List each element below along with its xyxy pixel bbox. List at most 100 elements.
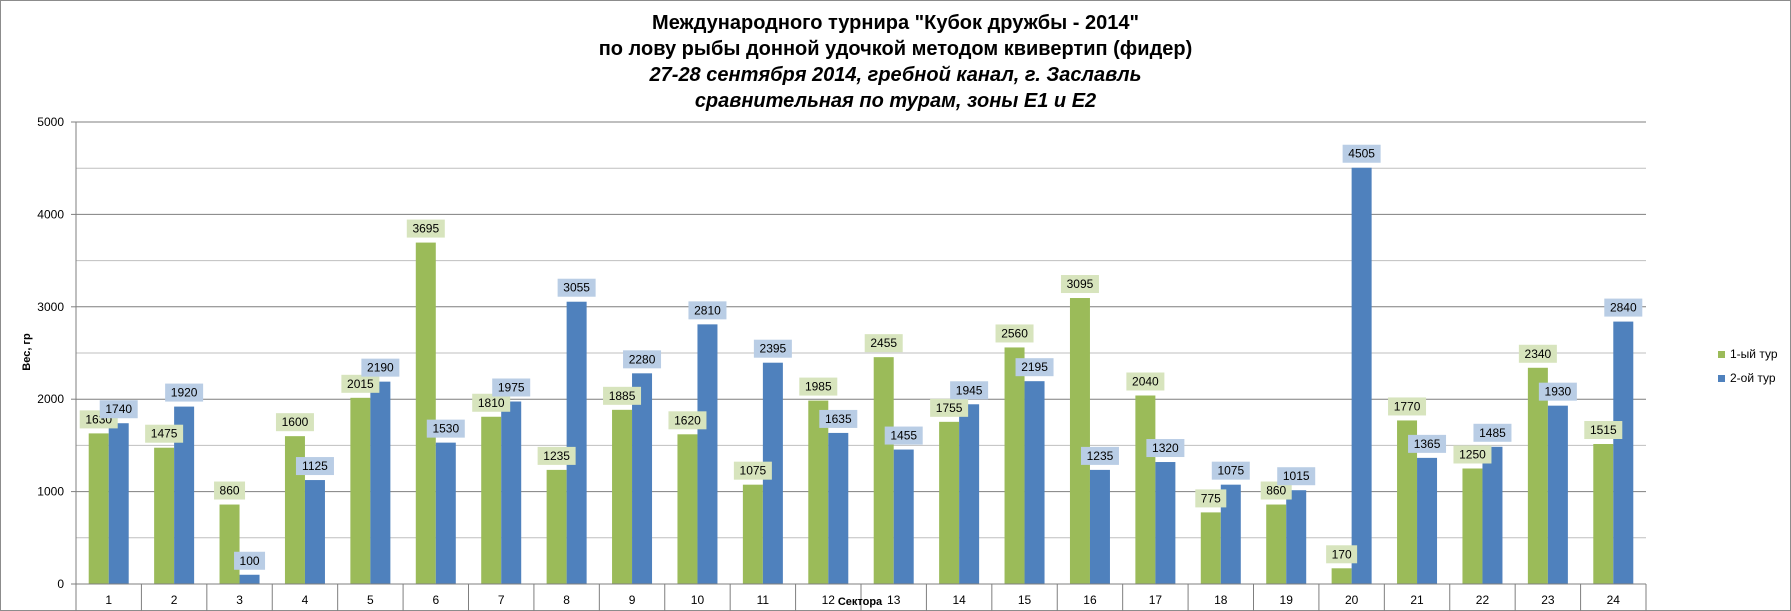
data-label-series-2: 1075 xyxy=(1217,464,1244,478)
data-label-series-1: 1515 xyxy=(1590,423,1617,437)
data-label-series-2: 1015 xyxy=(1283,469,1310,483)
data-label-bg-series-2 xyxy=(99,400,138,419)
bar-series-1 xyxy=(154,447,175,584)
data-label-bg-series-2 xyxy=(688,301,727,320)
x-tick-label: 22 xyxy=(1476,593,1490,607)
data-label-bg-series-1 xyxy=(472,393,511,412)
data-label-bg-series-2 xyxy=(623,350,662,369)
x-tick-label: 2 xyxy=(171,593,178,607)
bar-series-2 xyxy=(566,301,587,584)
data-label-series-1: 2340 xyxy=(1525,347,1552,361)
x-tick-label: 10 xyxy=(691,593,705,607)
data-label-series-2: 1485 xyxy=(1479,426,1506,440)
data-label-series-2: 2195 xyxy=(1021,360,1048,374)
x-tick-label: 12 xyxy=(822,593,836,607)
data-label-bg-series-1 xyxy=(930,398,969,417)
data-label-series-2: 1365 xyxy=(1414,437,1441,451)
x-tick-label: 6 xyxy=(432,593,439,607)
bar-series-2 xyxy=(1220,484,1241,584)
data-label-series-2: 1635 xyxy=(825,412,852,426)
data-label-series-2: 1945 xyxy=(956,383,983,397)
x-tick-label: 18 xyxy=(1214,593,1228,607)
data-label-bg-series-2 xyxy=(426,419,465,438)
bar-series-2 xyxy=(1286,490,1307,584)
data-label-series-2: 4505 xyxy=(1348,147,1375,161)
bar-series-1 xyxy=(1004,347,1025,584)
bar-series-1 xyxy=(219,504,240,584)
data-label-bg-series-2 xyxy=(1080,446,1119,465)
data-label-bg-series-2 xyxy=(234,551,266,570)
bar-series-1 xyxy=(1200,512,1221,584)
data-label-bg-series-1 xyxy=(864,334,903,353)
data-label-bg-series-1 xyxy=(275,413,314,432)
bar-series-1 xyxy=(350,397,371,584)
data-label-series-1: 1770 xyxy=(1394,399,1421,413)
data-label-bg-series-2 xyxy=(884,426,923,445)
bar-series-1 xyxy=(1135,395,1156,584)
data-label-series-2: 100 xyxy=(240,554,260,568)
data-label-bg-series-2 xyxy=(1211,461,1250,480)
data-label-bg-series-2 xyxy=(1538,382,1577,401)
bar-series-1 xyxy=(1331,568,1352,584)
bar-series-1 xyxy=(546,469,567,584)
x-tick-label: 9 xyxy=(629,593,636,607)
bar-series-1 xyxy=(742,484,763,584)
data-label-bg-series-1 xyxy=(1518,344,1557,363)
chart-title-line-3: 27-28 сентября 2014, гребной канал, г. З… xyxy=(649,64,1142,86)
data-label-bg-series-2 xyxy=(1408,434,1447,453)
bar-series-2 xyxy=(1482,446,1503,584)
y-tick-label: 5000 xyxy=(37,115,64,129)
legend-label-series-2: 2-ой тур xyxy=(1730,371,1776,385)
data-label-series-1: 170 xyxy=(1332,547,1352,561)
data-label-series-1: 2455 xyxy=(870,336,897,350)
data-label-series-2: 1740 xyxy=(105,402,132,416)
bar-series-2 xyxy=(239,574,260,584)
data-label-bg-series-1 xyxy=(799,377,838,396)
x-tick-label: 13 xyxy=(887,593,901,607)
x-tick-label: 23 xyxy=(1541,593,1555,607)
data-label-series-1: 1885 xyxy=(609,389,636,403)
data-label-series-1: 775 xyxy=(1201,491,1221,505)
data-label-bg-series-2 xyxy=(819,409,858,428)
bar-series-1 xyxy=(415,242,436,584)
data-label-bg-series-1 xyxy=(1453,445,1492,464)
bar-series-1 xyxy=(1527,367,1548,584)
data-label-series-2: 1920 xyxy=(171,386,198,400)
data-label-series-2: 1125 xyxy=(302,459,328,473)
bar-series-2 xyxy=(108,423,129,584)
data-label-bg-series-2 xyxy=(753,339,792,358)
bar-series-2 xyxy=(762,362,783,584)
data-label-series-2: 2280 xyxy=(629,352,656,366)
x-tick-label: 24 xyxy=(1607,593,1621,607)
x-tick-label: 1 xyxy=(105,593,112,607)
bar-series-2 xyxy=(1155,462,1176,584)
x-tick-label: 20 xyxy=(1345,593,1359,607)
y-tick-label: 3000 xyxy=(37,300,64,314)
data-label-bg-series-1 xyxy=(341,374,380,393)
data-label-series-2: 2810 xyxy=(694,303,721,317)
bar-series-2 xyxy=(893,449,914,584)
x-tick-label: 19 xyxy=(1280,593,1294,607)
data-label-bg-series-1 xyxy=(406,219,445,238)
bar-series-1 xyxy=(88,433,109,584)
data-label-bg-series-1 xyxy=(603,386,642,405)
chart-title-line-1: Международного турнира "Кубок дружбы - 2… xyxy=(652,12,1139,34)
bar-series-1 xyxy=(808,400,829,584)
data-label-bg-series-2 xyxy=(1342,144,1381,163)
data-label-bg-series-2 xyxy=(165,383,204,402)
data-label-series-1: 1620 xyxy=(674,413,701,427)
bar-series-1 xyxy=(873,357,894,584)
data-label-bg-series-1 xyxy=(1326,545,1358,564)
bar-series-2 xyxy=(435,442,456,584)
legend-label-series-1: 1-ый тур xyxy=(1730,347,1778,361)
data-label-bg-series-1 xyxy=(733,461,772,480)
y-tick-label: 0 xyxy=(57,577,64,591)
data-label-bg-series-2 xyxy=(1146,439,1185,458)
chart-title-line-2: по лову рыбы донной удочкой методом квив… xyxy=(598,38,1193,60)
data-label-bg-series-1 xyxy=(1260,481,1292,500)
data-label-series-1: 1755 xyxy=(936,401,963,415)
data-label-bg-series-1 xyxy=(995,324,1034,343)
bar-series-1 xyxy=(1069,298,1090,584)
data-label-series-1: 860 xyxy=(220,484,240,498)
data-label-bg-series-1 xyxy=(1126,372,1165,391)
